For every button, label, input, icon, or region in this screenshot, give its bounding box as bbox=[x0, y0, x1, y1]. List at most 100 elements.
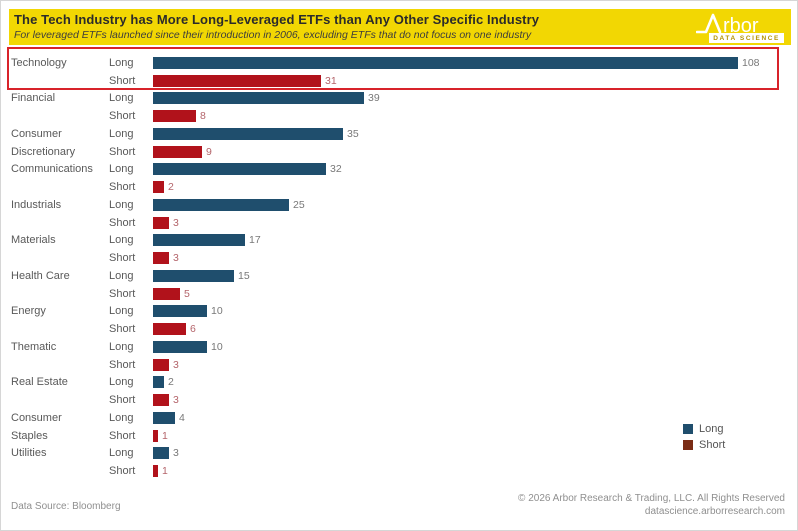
bar-area: 1 bbox=[153, 465, 791, 478]
long-bar bbox=[153, 198, 289, 211]
long-bar bbox=[153, 163, 326, 176]
bar-area: 8 bbox=[153, 110, 791, 123]
bar-area: 3 bbox=[153, 394, 791, 407]
value-label: 1 bbox=[162, 429, 168, 442]
bar-row: Short 3 bbox=[11, 214, 791, 232]
long-bar bbox=[153, 269, 234, 282]
bar-row: Health Care Long 15 bbox=[11, 267, 791, 285]
bar-area: 25 bbox=[153, 198, 791, 211]
series-side-label: Long bbox=[109, 92, 134, 105]
value-label: 25 bbox=[293, 198, 305, 211]
short-bar bbox=[153, 358, 169, 371]
website-text: datascience.arborresearch.com bbox=[644, 506, 785, 517]
bar-row: Financial Long 39 bbox=[11, 90, 791, 108]
bar-area: 15 bbox=[153, 269, 791, 282]
industry-label: Real Estate bbox=[11, 376, 68, 389]
bar-area: 10 bbox=[153, 340, 791, 353]
value-label: 4 bbox=[179, 411, 185, 424]
copyright-text: © 2026 Arbor Research & Trading, LLC. Al… bbox=[518, 493, 785, 504]
value-label: 17 bbox=[249, 234, 261, 247]
long-bar bbox=[153, 411, 175, 424]
short-bar bbox=[153, 216, 169, 229]
value-label: 10 bbox=[211, 305, 223, 318]
bar-area: 2 bbox=[153, 181, 791, 194]
series-side-label: Short bbox=[109, 216, 136, 229]
series-side-label: Short bbox=[109, 252, 136, 265]
bar-row: Short 31 bbox=[11, 72, 791, 90]
technology-highlight-box bbox=[7, 47, 779, 90]
industry-label: Thematic bbox=[11, 340, 57, 353]
footer-credits: © 2026 Arbor Research & Trading, LLC. Al… bbox=[518, 492, 785, 518]
long-bar bbox=[153, 447, 169, 460]
long-bar bbox=[153, 376, 164, 389]
bar-area: 1 bbox=[153, 429, 791, 442]
bar-area: 6 bbox=[153, 323, 791, 336]
industry-label: Discretionary bbox=[11, 145, 76, 158]
chart-title: The Tech Industry has More Long-Leverage… bbox=[14, 12, 540, 27]
series-side-label: Short bbox=[109, 145, 136, 158]
bar-row: Energy Long 10 bbox=[11, 303, 791, 321]
bar-area: 5 bbox=[153, 287, 791, 300]
bar-area: 3 bbox=[153, 358, 791, 371]
short-bar bbox=[153, 465, 158, 478]
bar-row: Consumer Long 4 bbox=[11, 409, 791, 427]
industry-label: Consumer bbox=[11, 127, 62, 140]
bar-area: 17 bbox=[153, 234, 791, 247]
bar-row: Short 3 bbox=[11, 249, 791, 267]
short-bar bbox=[153, 145, 202, 158]
industry-label: Technology bbox=[11, 56, 67, 69]
series-side-label: Short bbox=[109, 74, 136, 87]
long-bar bbox=[153, 56, 738, 69]
chart-subtitle: For leveraged ETFs launched since their … bbox=[14, 29, 532, 41]
short-bar bbox=[153, 287, 180, 300]
value-label: 9 bbox=[206, 145, 212, 158]
series-side-label: Long bbox=[109, 163, 134, 176]
industry-label: Utilities bbox=[11, 447, 47, 460]
bar-area: 2 bbox=[153, 376, 791, 389]
bar-area: 3 bbox=[153, 216, 791, 229]
bar-area: 4 bbox=[153, 411, 791, 424]
industry-label: Energy bbox=[11, 305, 46, 318]
bar-row: Technology Long 108 bbox=[11, 54, 791, 72]
bar-row: Short 8 bbox=[11, 107, 791, 125]
value-label: 1 bbox=[162, 465, 168, 478]
short-bar bbox=[153, 74, 321, 87]
value-label: 3 bbox=[173, 216, 179, 229]
bar-row: Materials Long 17 bbox=[11, 232, 791, 250]
series-side-label: Short bbox=[109, 287, 136, 300]
value-label: 6 bbox=[190, 323, 196, 336]
bar-row: Thematic Long 10 bbox=[11, 338, 791, 356]
bar-row: Communications Long 32 bbox=[11, 161, 791, 179]
series-side-label: Short bbox=[109, 358, 136, 371]
bar-row: Short 1 bbox=[11, 462, 791, 480]
short-bar bbox=[153, 252, 169, 265]
series-side-label: Short bbox=[109, 323, 136, 336]
long-bar bbox=[153, 340, 207, 353]
value-label: 39 bbox=[368, 92, 380, 105]
industry-label: Materials bbox=[11, 234, 56, 247]
value-label: 8 bbox=[200, 110, 206, 123]
value-label: 3 bbox=[173, 447, 179, 460]
bar-row: Short 2 bbox=[11, 178, 791, 196]
series-side-label: Long bbox=[109, 127, 134, 140]
header-banner: The Tech Industry has More Long-Leverage… bbox=[9, 9, 791, 45]
series-side-label: Long bbox=[109, 269, 134, 282]
short-bar bbox=[153, 323, 186, 336]
bar-row: Real Estate Long 2 bbox=[11, 374, 791, 392]
value-label: 5 bbox=[184, 287, 190, 300]
bar-area: 35 bbox=[153, 127, 791, 140]
bar-row: Industrials Long 25 bbox=[11, 196, 791, 214]
short-bar bbox=[153, 429, 158, 442]
series-side-label: Long bbox=[109, 56, 134, 69]
legend-item: Short bbox=[683, 437, 725, 453]
value-label: 35 bbox=[347, 127, 359, 140]
series-side-label: Long bbox=[109, 305, 134, 318]
value-label: 3 bbox=[173, 394, 179, 407]
bar-row: Short 3 bbox=[11, 391, 791, 409]
legend-item: Long bbox=[683, 421, 725, 437]
arbor-logo: rbor DATA SCIENCE bbox=[696, 9, 791, 43]
arbor-logo-icon: rbor bbox=[696, 13, 759, 35]
bar-area: 108 bbox=[153, 56, 791, 69]
industry-label: Financial bbox=[11, 92, 56, 105]
value-label: 3 bbox=[173, 358, 179, 371]
